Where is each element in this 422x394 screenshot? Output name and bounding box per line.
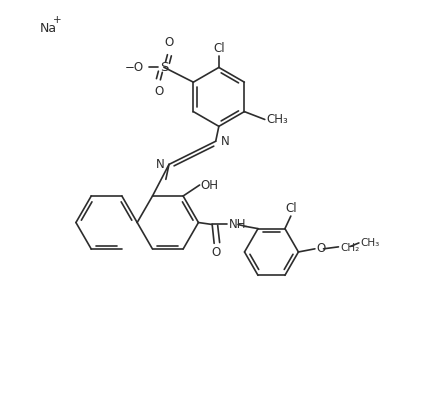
Text: Cl: Cl <box>285 202 297 215</box>
Text: CH₂: CH₂ <box>340 243 359 253</box>
Text: O: O <box>154 85 163 98</box>
Text: O: O <box>165 36 173 49</box>
Text: O: O <box>316 242 326 255</box>
Text: −O: −O <box>124 61 143 74</box>
Text: O: O <box>212 246 221 259</box>
Text: NH: NH <box>229 218 246 231</box>
Text: OH: OH <box>201 178 219 191</box>
Text: S: S <box>160 61 168 74</box>
Text: N: N <box>156 158 164 171</box>
Text: CH₃: CH₃ <box>360 238 380 248</box>
Text: N: N <box>220 135 229 148</box>
Text: Cl: Cl <box>213 42 225 55</box>
Text: +: + <box>53 15 62 26</box>
Text: CH₃: CH₃ <box>266 113 288 126</box>
Text: Na: Na <box>40 22 57 35</box>
